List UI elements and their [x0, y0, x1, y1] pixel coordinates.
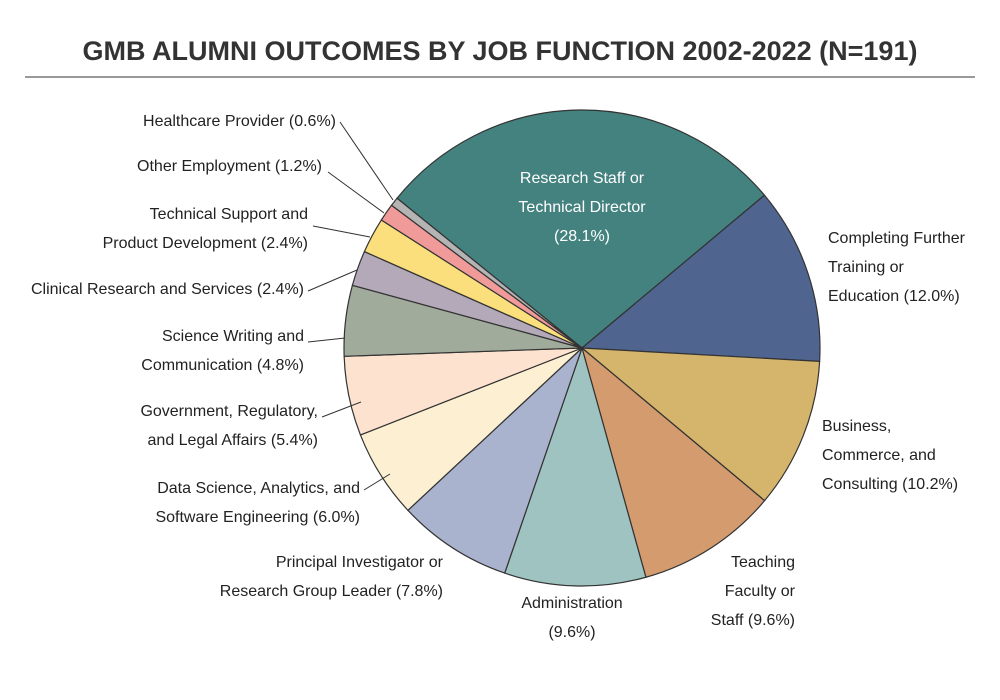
value-label: (5.4%): [270, 432, 318, 449]
pie-slice: [396, 109, 766, 349]
category-name: Government, Regulatory, and Legal Affair…: [140, 403, 318, 449]
leader-line: [307, 337, 346, 343]
pie-slice: [580, 346, 766, 578]
category-name: Data Science, Analytics, and Software En…: [155, 480, 360, 526]
slice-label: Government, Regulatory, and Legal Affair…: [118, 397, 318, 455]
pie-slice: [407, 347, 583, 574]
value-label: (2.4%): [256, 281, 304, 298]
category-name: Principal Investigator or Research Group…: [219, 554, 443, 600]
slice-label: Other Employment (1.2%): [137, 152, 322, 181]
leader-line: [312, 225, 371, 238]
category-name: Completing Further Training or Education: [828, 230, 965, 305]
category-name: Other Employment: [137, 158, 271, 175]
value-label: (1.2%): [274, 158, 322, 175]
category-name: Administration: [521, 595, 623, 612]
value-label: (7.8%): [395, 583, 443, 600]
pie-slice: [503, 345, 647, 587]
value-label: (9.6%): [747, 612, 795, 629]
slice-label: Principal Investigator or Research Group…: [208, 548, 443, 606]
category-name: Healthcare Provider: [143, 113, 285, 130]
value-label: (12.0%): [903, 288, 960, 305]
value-label: (9.6%): [548, 624, 596, 641]
value-label: (6.0%): [312, 509, 360, 526]
slice-label: Administration (9.6%): [507, 589, 637, 647]
leader-line: [327, 171, 385, 214]
category-name: Science Writing and Communication: [141, 328, 304, 374]
pie-slice: [390, 197, 583, 349]
slice-label: Data Science, Analytics, and Software En…: [120, 474, 360, 532]
pie-slice: [580, 194, 821, 362]
pie-slice: [580, 347, 821, 502]
slice-label: Science Writing and Communication (4.8%): [124, 322, 304, 380]
slice-label: Clinical Research and Services (2.4%): [31, 275, 304, 304]
slice-label: Teaching Faculty or Staff (9.6%): [690, 548, 795, 635]
value-label: (0.6%): [288, 113, 336, 130]
slice-label: Business, Commerce, and Consulting (10.2…: [822, 412, 967, 499]
value-label: (28.1%): [553, 228, 611, 245]
slice-label: Healthcare Provider (0.6%): [143, 107, 336, 136]
leader-line: [339, 121, 394, 201]
leader-line: [307, 269, 358, 292]
value-label: (4.8%): [256, 357, 304, 374]
leader-line: [321, 401, 362, 418]
category-name: Research Staff or Technical Director: [518, 170, 646, 216]
category-name: Clinical Research and Services: [30, 281, 253, 298]
value-label: (10.2%): [902, 476, 959, 493]
slice-label: Technical Support and Product Developmen…: [93, 200, 308, 258]
chart-title: GMB ALUMNI OUTCOMES BY JOB FUNCTION 2002…: [83, 36, 918, 66]
slice-label: Completing Further Training or Education…: [828, 224, 978, 311]
leader-line: [363, 473, 391, 491]
category-name: Teaching Faculty or Staff: [710, 554, 795, 629]
category-name: Technical Support and Product Developmen…: [102, 206, 308, 252]
category-name: Business, Commerce, and Consulting: [822, 418, 936, 493]
slice-label: Research Staff or Technical Director (28…: [497, 164, 667, 251]
value-label: (2.4%): [260, 235, 308, 252]
